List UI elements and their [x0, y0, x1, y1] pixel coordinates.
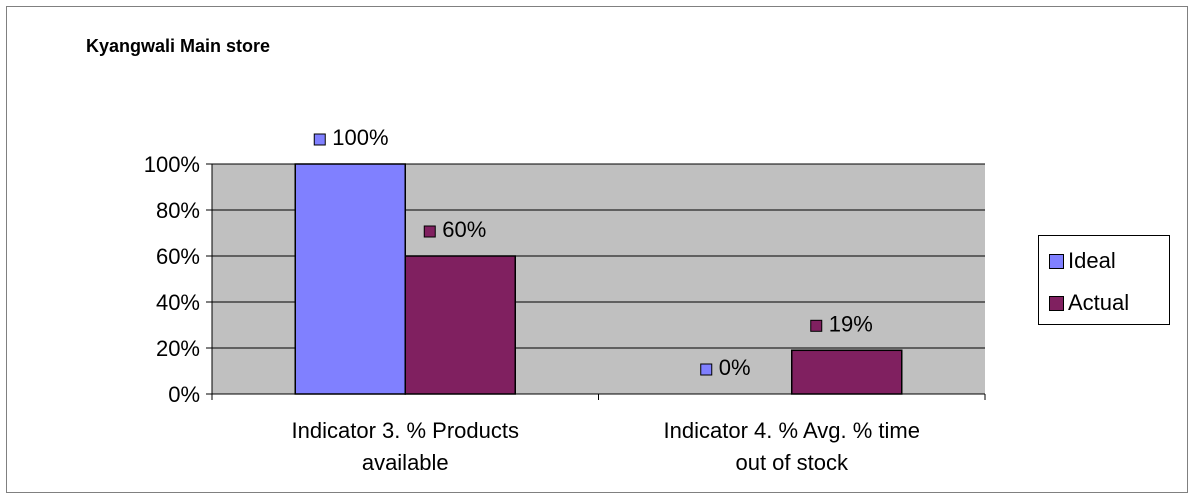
legend-swatch-ideal [1049, 253, 1064, 269]
x-category-label: out of stock [735, 450, 849, 475]
chart-title: Kyangwali Main store [86, 36, 271, 56]
legend-label-actual: Actual [1068, 290, 1130, 315]
bar-actual [791, 349, 903, 395]
legend-item-actual: Actual [1049, 290, 1129, 316]
x-category-label: Indicator 3. % Products [292, 418, 519, 443]
x-category-label: available [362, 450, 449, 475]
bar-ideal [294, 163, 406, 395]
data-label-swatch [810, 319, 823, 332]
data-label: 19% [829, 311, 873, 336]
legend: Ideal Actual [1038, 235, 1170, 325]
y-tick-label: 60% [156, 244, 200, 269]
legend-label-ideal: Ideal [1068, 248, 1116, 273]
y-tick-label: 100% [144, 152, 200, 177]
legend-item-ideal: Ideal [1049, 248, 1116, 274]
y-tick-label: 20% [156, 336, 200, 361]
y-tick-label: 0% [168, 382, 200, 407]
data-label: 60% [442, 217, 486, 242]
data-label: 100% [332, 125, 388, 150]
y-tick-label: 40% [156, 290, 200, 315]
x-category-label: Indicator 4. % Avg. % time [664, 418, 920, 443]
legend-swatch-actual [1049, 295, 1064, 311]
bar-actual [404, 255, 516, 395]
data-label-swatch [423, 225, 436, 238]
data-label: 0% [719, 355, 751, 380]
data-label-swatch [700, 363, 713, 376]
data-label-swatch [313, 133, 326, 146]
y-tick-label: 80% [156, 198, 200, 223]
